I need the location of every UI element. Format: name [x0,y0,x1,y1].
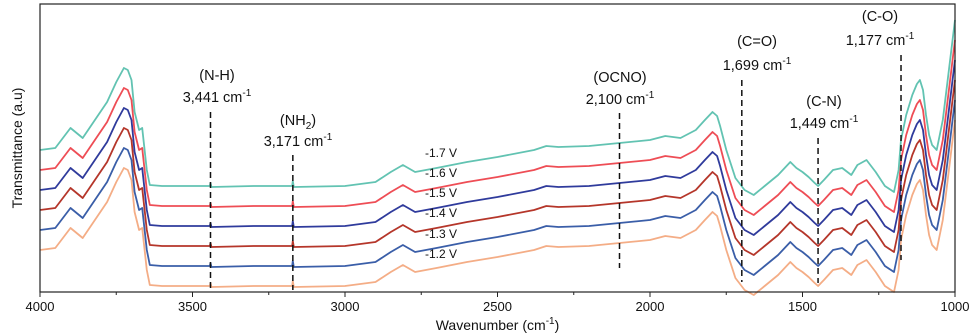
x-tick-label: 1000 [941,299,970,314]
series-line-14 [39,79,956,256]
annotation-label-co_single: (C-O) [862,9,898,25]
x-tick-label: 1500 [788,299,817,314]
annotation-label-ocno: (OCNO) [593,70,646,86]
series-line-16 [39,39,956,216]
annotation-label-cn: (C-N) [806,94,841,110]
x-tick-label: 2500 [483,299,512,314]
y-axis-title: Transmittance (a.u) [9,88,25,209]
x-axis-title: Wavenumber (cm-1) [436,316,560,333]
annotation-value-nh2: 3,171 cm-1 [264,132,333,150]
series-line-15 [39,59,956,236]
x-tick-label: 2000 [636,299,665,314]
series-line-13 [39,99,956,276]
x-tick-label: 3000 [331,299,360,314]
annotation-label-nh2: (NH2) [280,113,316,132]
annotation-cn: (C-N) 1,449 cm-1 [790,94,859,283]
voltage-label: -1.2 V [425,247,457,261]
annotation-value-nh: 3,441 cm-1 [183,88,252,106]
annotation-label-co_double: (C=O) [737,34,777,50]
annotation-layer: (N-H) 3,441 cm-1 (NH2)3,171 cm-1 (OCNO) 2,10… [183,9,915,290]
annotation-value-co_double: 1,699 cm-1 [723,56,792,74]
annotation-co_double: (C=O) 1,699 cm-1 [723,34,792,282]
series-line-12 [39,119,956,296]
annotation-nh2: (NH2)3,171 cm-1 [264,113,333,290]
voltage-labels: -1.7 V -1.6 V -1.5 V -1.4 V -1.3 V -1.2 V [425,146,457,261]
x-axis-ticks: 4000 3500 3000 2500 2000 1500 1000 [26,292,970,314]
annotation-value-ocno: 2,100 cm-1 [586,90,655,108]
x-tick-label: 4000 [26,299,55,314]
annotation-value-cn: 1,449 cm-1 [790,114,859,132]
voltage-label: -1.5 V [425,186,457,200]
voltage-label: -1.3 V [425,227,457,241]
series-line-17 [39,19,956,196]
annotation-value-co_single: 1,177 cm-1 [846,31,915,49]
voltage-label: -1.7 V [425,146,457,160]
annotation-co_single: (C-O) 1,177 cm-1 [846,9,915,260]
annotation-nh: (N-H) 3,441 cm-1 [183,68,252,290]
annotation-ocno: (OCNO) 2,100 cm-1 [586,70,655,268]
annotation-label-nh: (N-H) [199,68,234,84]
x-tick-label: 3500 [178,299,207,314]
voltage-label: -1.6 V [425,166,457,180]
series-layer [39,19,956,296]
voltage-label: -1.4 V [425,206,457,220]
